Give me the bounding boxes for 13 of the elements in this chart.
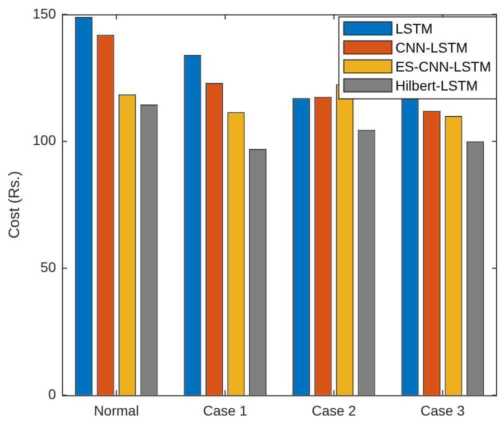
y-tick-label: 150 [32, 5, 56, 22]
x-tick-label: Case 3 [420, 402, 466, 418]
x-tick-label: Normal [94, 402, 139, 418]
legend-label: ES-CNN-LSTM [395, 58, 492, 74]
y-tick-label: 100 [32, 132, 56, 148]
y-tick-label: 0 [48, 386, 56, 402]
legend-label: Hilbert-LSTM [395, 77, 478, 94]
legend-label: LSTM [395, 20, 433, 36]
y-axis-title: Cost (Rs.) [6, 171, 24, 239]
x-tick-label: Case 1 [202, 402, 248, 418]
x-tick-label: Case 2 [312, 402, 356, 418]
y-tick-label: 50 [40, 259, 56, 276]
legend-label: CNN-LSTM [395, 39, 468, 56]
